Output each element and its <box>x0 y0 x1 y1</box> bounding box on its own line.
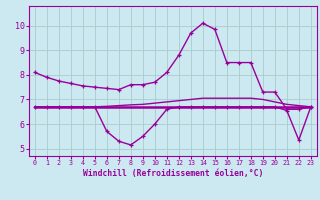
X-axis label: Windchill (Refroidissement éolien,°C): Windchill (Refroidissement éolien,°C) <box>83 169 263 178</box>
